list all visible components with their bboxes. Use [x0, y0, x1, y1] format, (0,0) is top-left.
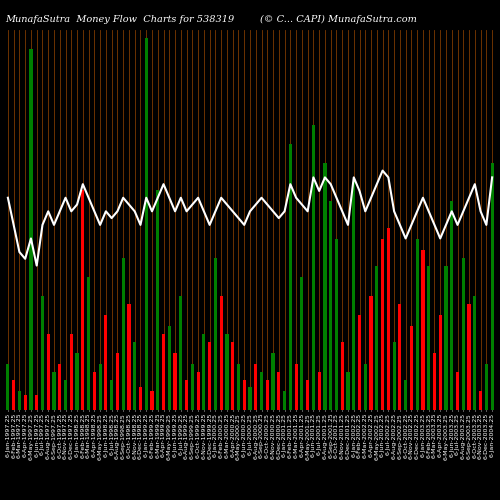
Bar	[248, 387, 252, 410]
Bar	[46, 334, 50, 410]
Bar	[392, 342, 396, 410]
Bar	[150, 391, 154, 410]
Bar	[98, 364, 102, 410]
Bar	[260, 372, 263, 410]
Bar	[174, 353, 176, 410]
Bar	[462, 258, 465, 410]
Bar	[93, 372, 96, 410]
Text: MunafaSutra  Money Flow  Charts for 538319: MunafaSutra Money Flow Charts for 538319	[5, 15, 234, 24]
Bar	[329, 201, 332, 410]
Bar	[404, 380, 407, 410]
Bar	[237, 364, 240, 410]
Bar	[283, 391, 286, 410]
Bar	[422, 250, 424, 410]
Bar	[473, 296, 476, 410]
Bar	[116, 353, 119, 410]
Bar	[220, 296, 223, 410]
Bar	[289, 144, 292, 410]
Bar	[242, 380, 246, 410]
Bar	[438, 315, 442, 410]
Bar	[214, 258, 217, 410]
Bar	[352, 182, 356, 410]
Bar	[277, 372, 280, 410]
Bar	[6, 364, 10, 410]
Bar	[156, 190, 160, 410]
Bar	[87, 277, 90, 410]
Bar	[58, 364, 61, 410]
Bar	[144, 38, 148, 410]
Bar	[375, 266, 378, 410]
Bar	[41, 296, 44, 410]
Bar	[12, 380, 15, 410]
Bar	[398, 304, 402, 410]
Bar	[300, 277, 304, 410]
Bar	[427, 266, 430, 410]
Bar	[294, 364, 298, 410]
Bar	[468, 304, 470, 410]
Bar	[30, 49, 32, 410]
Bar	[416, 239, 419, 410]
Bar	[444, 266, 448, 410]
Bar	[340, 342, 344, 410]
Bar	[456, 372, 459, 410]
Text: (© C... CAPI) MunafaSutra.com: (© C... CAPI) MunafaSutra.com	[260, 15, 417, 24]
Bar	[358, 315, 361, 410]
Bar	[387, 228, 390, 410]
Bar	[122, 258, 125, 410]
Bar	[35, 395, 38, 410]
Bar	[76, 353, 78, 410]
Bar	[266, 380, 269, 410]
Bar	[64, 380, 67, 410]
Bar	[433, 353, 436, 410]
Bar	[208, 342, 211, 410]
Bar	[202, 334, 205, 410]
Bar	[18, 391, 21, 410]
Bar	[335, 239, 338, 410]
Bar	[272, 353, 274, 410]
Bar	[191, 364, 194, 410]
Bar	[24, 395, 27, 410]
Bar	[226, 334, 228, 410]
Bar	[139, 387, 142, 410]
Bar	[306, 380, 309, 410]
Bar	[450, 201, 454, 410]
Bar	[133, 342, 136, 410]
Bar	[346, 372, 350, 410]
Bar	[318, 372, 321, 410]
Bar	[254, 364, 258, 410]
Bar	[231, 342, 234, 410]
Bar	[381, 239, 384, 410]
Bar	[128, 304, 130, 410]
Bar	[52, 372, 56, 410]
Bar	[485, 364, 488, 410]
Bar	[168, 326, 171, 410]
Bar	[70, 334, 73, 410]
Bar	[370, 296, 372, 410]
Bar	[324, 163, 326, 410]
Bar	[196, 372, 200, 410]
Bar	[185, 380, 188, 410]
Bar	[179, 296, 182, 410]
Bar	[110, 380, 113, 410]
Bar	[104, 315, 108, 410]
Bar	[312, 125, 315, 410]
Bar	[410, 326, 413, 410]
Bar	[364, 364, 367, 410]
Bar	[81, 190, 84, 410]
Bar	[162, 334, 165, 410]
Bar	[479, 391, 482, 410]
Bar	[490, 163, 494, 410]
